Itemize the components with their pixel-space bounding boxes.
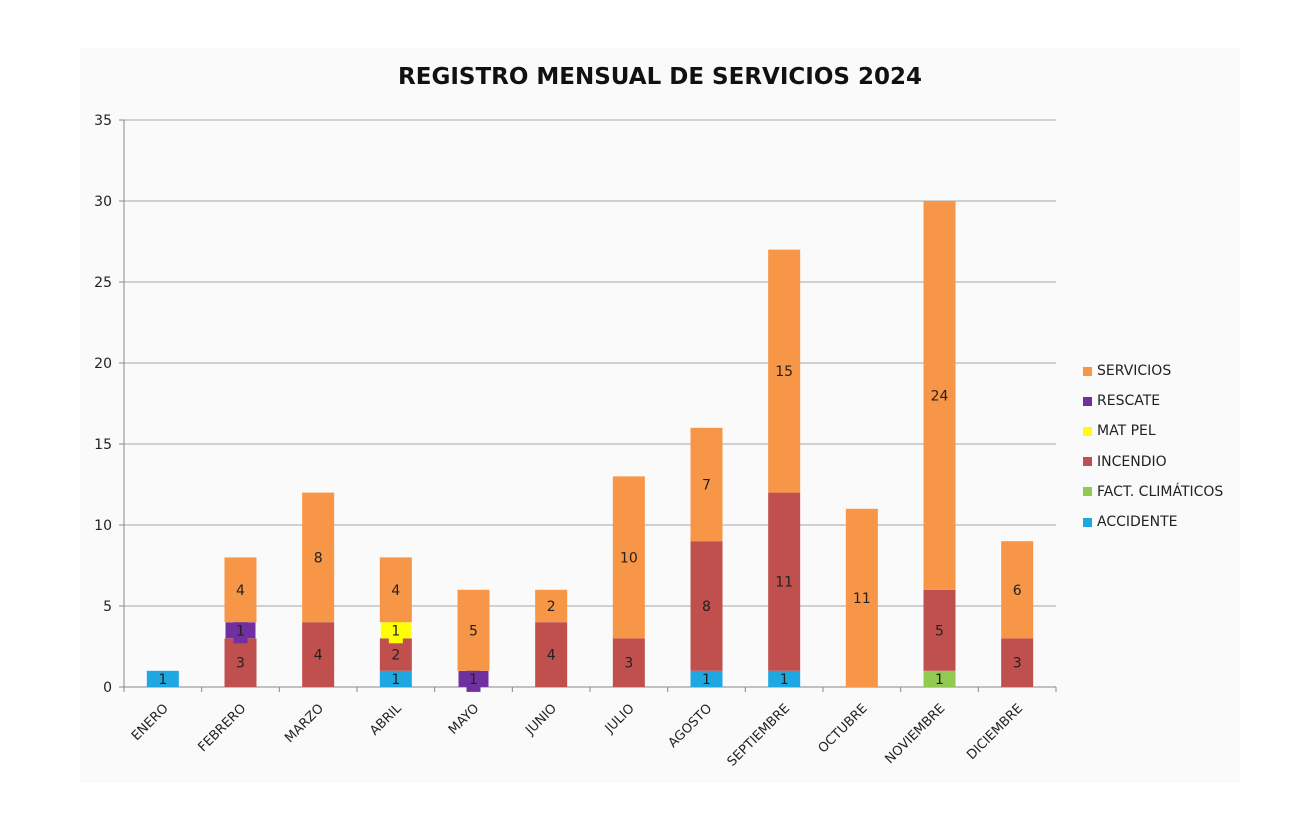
legend-swatch	[1083, 426, 1092, 436]
legend-item: INCENDIO	[1083, 447, 1223, 477]
y-tick-label: 15	[94, 437, 112, 453]
data-label: 1	[391, 623, 400, 639]
data-label: 1	[702, 672, 711, 688]
data-label: 11	[775, 575, 793, 591]
bar-segment-servicios	[224, 557, 257, 623]
legend-label: MAT PEL	[1097, 423, 1156, 440]
data-label: 1	[158, 672, 167, 688]
legend-label: RESCATE	[1097, 393, 1161, 410]
bar-segment-servicios	[1001, 541, 1034, 639]
data-label: 6	[1013, 583, 1022, 599]
chart-area	[80, 48, 1240, 783]
legend-label: SERVICIOS	[1097, 363, 1172, 380]
data-label: 10	[620, 550, 638, 566]
x-tick-label: ABRIL	[367, 701, 405, 739]
y-tick-label: 35	[94, 113, 112, 129]
data-label: 2	[391, 648, 400, 664]
data-label: 5	[469, 623, 478, 639]
x-tick-label: FEBRERO	[195, 701, 249, 755]
bar-segment-fact-clim-ticos	[923, 670, 956, 687]
legend-item: FACT. CLIMÁTICOS	[1083, 477, 1223, 507]
x-tick-label: DICIEMBRE	[964, 701, 1026, 763]
data-label: 1	[391, 672, 400, 688]
bar-segment-accidente	[379, 670, 412, 687]
data-label: 1	[236, 623, 245, 639]
bar-segment-incendio	[224, 638, 257, 687]
y-tick-label: 5	[103, 599, 112, 615]
bar-segment-marker	[233, 617, 248, 644]
data-label: 1	[780, 672, 789, 688]
data-label: 15	[775, 364, 793, 380]
bar-segment-incendio	[535, 622, 568, 687]
y-tick-label: 20	[94, 356, 112, 372]
bar-segment-marker	[466, 665, 481, 692]
y-tick-label: 30	[94, 194, 112, 210]
x-tick-label: NOVIEMBRE	[883, 701, 949, 767]
data-label: 4	[314, 648, 323, 664]
data-label: 11	[853, 591, 871, 607]
data-label: 3	[236, 656, 245, 672]
legend-item: MAT PEL	[1083, 416, 1223, 446]
bar-segment-incendio	[923, 589, 956, 671]
legend-item: SERVICIOS	[1083, 356, 1223, 386]
bar-segment-servicios	[535, 589, 568, 623]
bar-segment-servicios	[768, 249, 801, 493]
data-label: 5	[935, 623, 944, 639]
legend-label: FACT. CLIMÁTICOS	[1097, 483, 1224, 500]
bar-segment-accidente	[690, 670, 723, 687]
bar-segment-accidente	[146, 670, 179, 687]
y-tick-label: 10	[94, 518, 112, 534]
legend-swatch	[1083, 517, 1092, 527]
bar-segment-incendio	[1001, 638, 1034, 687]
data-label: 7	[702, 478, 711, 494]
y-tick-label: 0	[103, 680, 112, 696]
bar-segment-servicios	[379, 557, 412, 623]
data-label: 3	[1013, 656, 1022, 672]
bar-segment-servicios	[302, 492, 335, 623]
data-label: 4	[547, 648, 556, 664]
legend-swatch	[1083, 487, 1092, 497]
bar-segment-marker	[388, 617, 403, 644]
bar-segment-servicios	[845, 508, 878, 687]
legend-item: ACCIDENTE	[1083, 507, 1223, 537]
legend: SERVICIOS RESCATE MAT PEL INCENDIO FACT. CLI…	[1083, 356, 1223, 537]
data-label: 3	[624, 656, 633, 672]
data-label: 8	[702, 599, 711, 615]
data-label: 4	[236, 583, 245, 599]
bar-segment-accidente	[768, 670, 801, 687]
legend-swatch	[1083, 366, 1092, 376]
legend-label: INCENDIO	[1097, 453, 1167, 470]
data-label: 24	[931, 388, 949, 404]
chart-title: REGISTRO MENSUAL DE SERVICIOS 2024	[398, 64, 922, 90]
bar-segment-servicios	[612, 476, 645, 639]
legend-label: ACCIDENTE	[1097, 514, 1178, 531]
x-tick-label: ENERO	[129, 701, 172, 744]
x-tick-label: MAYO	[446, 701, 482, 737]
x-tick-label: JULIO	[602, 701, 638, 737]
x-tick-label: SEPTIEMBRE	[725, 701, 793, 769]
bar-segment-servicios	[457, 589, 490, 671]
bar-segment-servicios	[923, 201, 956, 590]
x-tick-label: JUNIO	[522, 701, 560, 739]
bar-segment-incendio	[302, 622, 335, 687]
bar-segment-servicios	[690, 427, 723, 542]
bar-segment-incendio	[768, 492, 801, 671]
legend-swatch	[1083, 396, 1092, 406]
legend-item: RESCATE	[1083, 386, 1223, 416]
data-label: 1	[935, 672, 944, 688]
x-tick-label: OCTUBRE	[816, 701, 871, 756]
data-label: 4	[391, 583, 400, 599]
x-tick-label: MARZO	[282, 701, 327, 746]
bar-segment-incendio	[379, 638, 412, 671]
data-label: 8	[314, 550, 323, 566]
data-label: 2	[547, 599, 556, 615]
data-label: 1	[469, 672, 478, 688]
bar-segment-incendio	[612, 638, 645, 687]
y-tick-label: 25	[94, 275, 112, 291]
bar-segment-incendio	[690, 541, 723, 671]
x-tick-label: AGOSTO	[666, 701, 716, 751]
legend-swatch	[1083, 457, 1092, 467]
